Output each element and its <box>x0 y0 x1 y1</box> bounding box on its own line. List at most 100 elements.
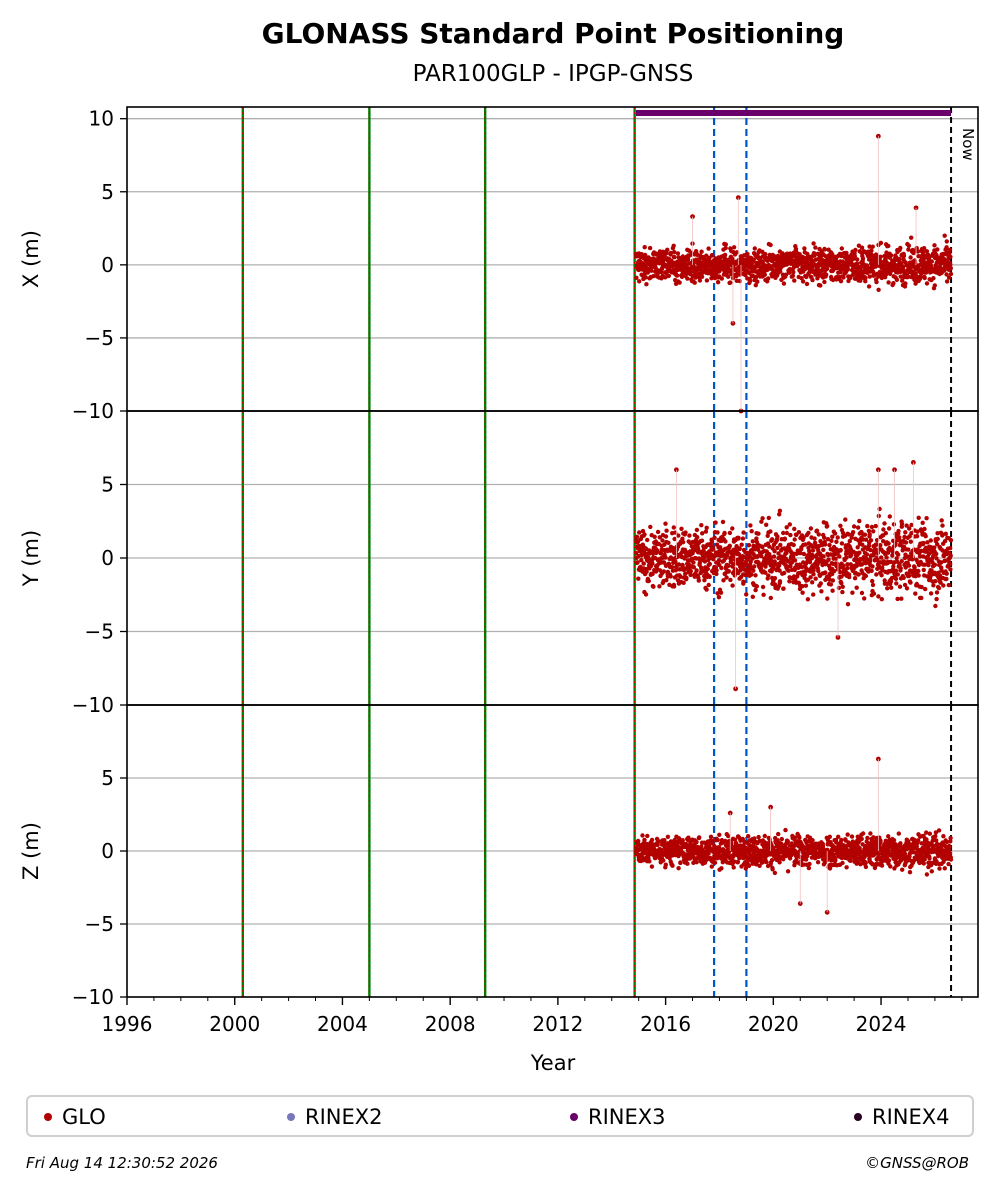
glo-point <box>926 256 932 261</box>
glo-point <box>838 523 843 528</box>
glo-point <box>904 586 910 591</box>
glo-point <box>890 549 895 554</box>
glo-point <box>916 838 921 843</box>
glo-point <box>792 537 797 542</box>
glo-point <box>726 563 731 568</box>
glo-point <box>753 573 758 578</box>
glo-point <box>923 586 928 592</box>
glo-point <box>876 594 881 599</box>
glo-point <box>822 535 827 540</box>
glo-point <box>886 858 892 863</box>
glo-point <box>933 834 938 839</box>
glo-point <box>801 535 806 540</box>
glo-point <box>657 535 662 540</box>
glo-point <box>753 274 759 279</box>
glo-point <box>661 569 667 574</box>
glo-point <box>944 245 949 250</box>
glo-point <box>885 550 891 555</box>
glo-point <box>717 832 722 837</box>
glo-point <box>818 283 823 288</box>
glo-point <box>865 835 870 841</box>
glo-point <box>848 858 853 863</box>
x-tick-label: 2020 <box>748 1012 799 1036</box>
glo-point <box>750 594 755 599</box>
glo-point <box>827 542 832 548</box>
glo-point <box>939 560 944 565</box>
glo-point <box>762 272 767 277</box>
glo-point <box>709 539 715 544</box>
glo-point <box>663 555 668 560</box>
x-tick-label: 2024 <box>856 1012 907 1036</box>
glo-point <box>866 284 872 289</box>
legend-label: RINEX4 <box>872 1105 950 1129</box>
glo-point <box>816 532 821 537</box>
glo-point <box>751 257 756 262</box>
glo-point <box>691 565 696 570</box>
glo-point <box>643 592 649 597</box>
glo-point <box>934 556 939 561</box>
glo-point <box>830 578 836 583</box>
glo-point <box>862 532 868 537</box>
glo-point <box>883 531 888 536</box>
glo-point <box>728 577 733 583</box>
glo-point <box>777 508 783 513</box>
glo-point <box>937 573 943 578</box>
glo-point <box>874 572 879 577</box>
glo-point <box>752 246 757 251</box>
glo-point <box>924 249 930 254</box>
glo-point <box>637 530 642 535</box>
glo-point <box>672 249 677 255</box>
glo-point <box>824 272 829 277</box>
glo-point <box>948 271 954 277</box>
glo-point <box>763 251 768 257</box>
glo-point <box>668 574 673 579</box>
glo-point <box>935 542 940 547</box>
glo-point <box>767 544 772 549</box>
glo-point <box>947 251 952 256</box>
glo-point <box>826 557 831 562</box>
glo-point <box>908 539 913 544</box>
glo-point <box>800 584 805 589</box>
glo-point <box>922 275 927 281</box>
glo-point <box>821 547 826 553</box>
glo-point <box>891 281 896 286</box>
glo-point <box>850 590 855 595</box>
glo-point <box>775 545 780 551</box>
glo-point <box>686 835 691 840</box>
glo-point <box>639 252 644 257</box>
glo-point <box>714 571 719 577</box>
glo-point <box>891 564 896 569</box>
glo-point <box>709 864 714 869</box>
glo-point <box>727 543 732 548</box>
glo-point <box>855 525 861 530</box>
y-axis-label: Z (m) <box>19 822 43 880</box>
glo-point <box>931 583 936 588</box>
glo-point <box>893 576 899 581</box>
glo-point <box>867 532 872 537</box>
glo-point <box>888 253 894 258</box>
glo-point <box>944 571 949 576</box>
glo-point <box>796 530 802 535</box>
glo-point <box>909 522 914 528</box>
glo-point <box>823 570 828 575</box>
glo-point <box>822 279 827 285</box>
glo-point <box>680 838 685 843</box>
glo-point <box>867 274 872 279</box>
panel-frame <box>126 704 979 998</box>
glo-point <box>931 276 936 281</box>
glo-point <box>775 534 780 539</box>
glo-point <box>785 839 790 844</box>
glo-point <box>908 580 913 585</box>
glo-point <box>868 538 874 543</box>
glo-point <box>776 831 781 837</box>
glo-point <box>756 834 761 840</box>
glo-point <box>702 578 707 583</box>
y-tick-label: 0 <box>101 546 114 570</box>
glo-point <box>898 566 903 571</box>
glo-point <box>835 535 840 540</box>
glo-point <box>634 534 640 539</box>
glo-point <box>755 279 760 284</box>
glo-point <box>905 274 911 280</box>
glo-point <box>749 529 754 534</box>
glo-point <box>897 584 903 589</box>
